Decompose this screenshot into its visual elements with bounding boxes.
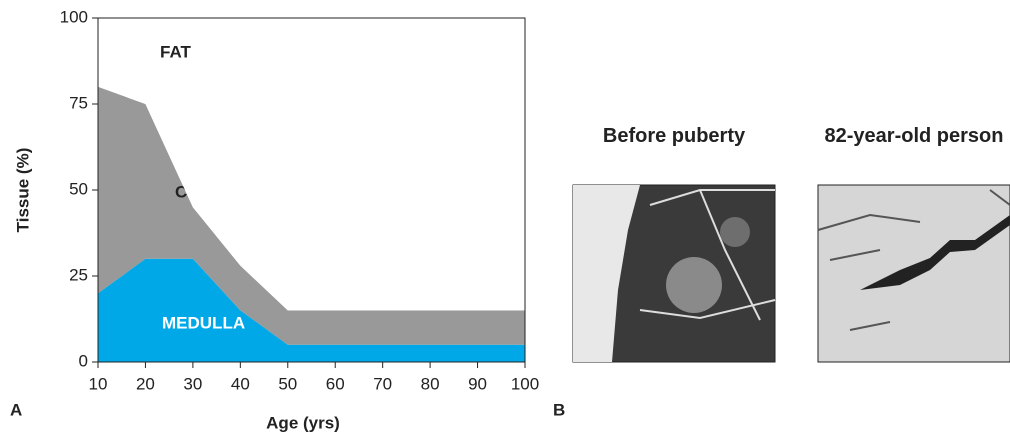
y-tick-label: 50 [69,179,88,198]
micrograph-image [817,184,1010,363]
series-label: MEDULLA [162,313,245,332]
micrograph-image [572,184,776,363]
x-axis-label: Age (yrs) [266,413,340,432]
x-tick-label: 20 [136,374,155,393]
x-tick-label: 40 [231,374,250,393]
panel-label: A [10,400,22,419]
area [98,86,525,345]
series-label: FAT [160,42,191,61]
x-tick-label: 60 [326,374,345,393]
area [98,18,525,311]
x-tick-label: 30 [183,374,202,393]
x-tick-label: 70 [373,374,392,393]
y-tick-label: 75 [69,93,88,112]
y-tick-label: 0 [79,351,88,370]
panel-label: B [553,400,565,419]
x-tick-label: 10 [89,374,108,393]
micrograph-title: Before puberty [602,125,746,147]
y-tick-label: 25 [69,265,88,284]
y-tick-label: 100 [60,7,88,26]
x-tick-label: 90 [468,374,487,393]
x-tick-label: 100 [511,374,539,393]
y-axis-label: Tissue (%) [13,148,32,233]
area [98,258,525,362]
micrograph-title: 82-year-old person [824,125,1004,147]
x-tick-label: 80 [421,374,440,393]
x-tick-label: 50 [278,374,297,393]
plot: MEDULLACORTEXFAT025507510010203040506070… [60,7,540,393]
